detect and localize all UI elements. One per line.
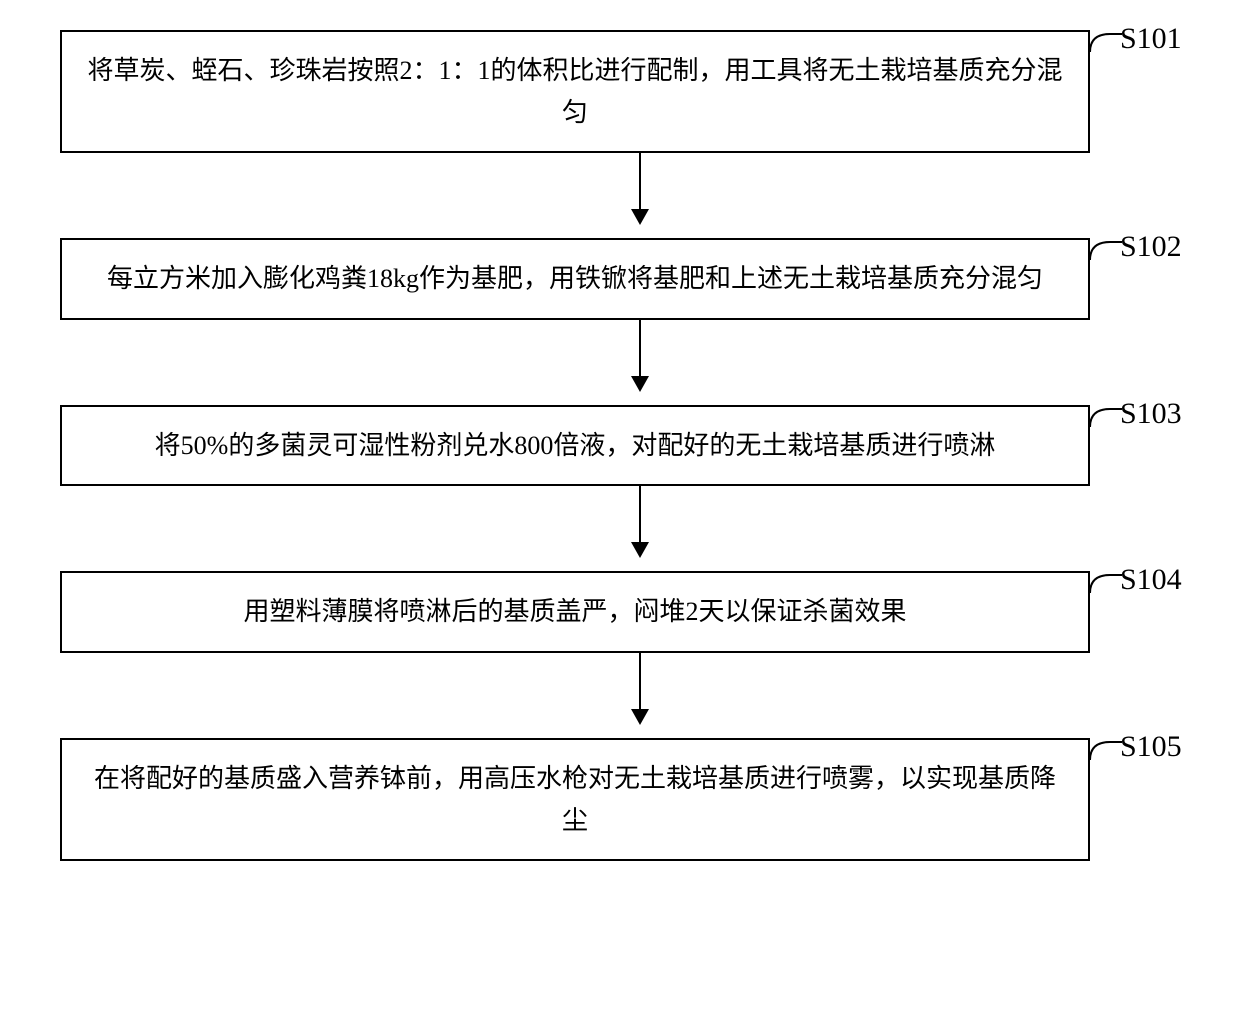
step-row-4: 用塑料薄膜将喷淋后的基质盖严，闷堆2天以保证杀菌效果 S104: [20, 571, 1220, 653]
step-box-1: 将草炭、蛭石、珍珠岩按照2：1：1的体积比进行配制，用工具将无土栽培基质充分混匀: [60, 30, 1090, 153]
step-label: S103: [1120, 397, 1182, 431]
step-text: 将50%的多菌灵可湿性粉剂兑水800倍液，对配好的无土栽培基质进行喷淋: [155, 425, 996, 467]
arrow-line: [639, 153, 641, 223]
step-text: 将草炭、蛭石、珍珠岩按照2：1：1的体积比进行配制，用工具将无土栽培基质充分混匀: [82, 50, 1068, 133]
step-label: S104: [1120, 563, 1182, 597]
step-box-4: 用塑料薄膜将喷淋后的基质盖严，闷堆2天以保证杀菌效果: [60, 571, 1090, 653]
step-row-2: 每立方米加入膨化鸡粪18kg作为基肥，用铁锨将基肥和上述无土栽培基质充分混匀 S…: [20, 238, 1220, 320]
step-text: 用塑料薄膜将喷淋后的基质盖严，闷堆2天以保证杀菌效果: [243, 591, 906, 633]
arrow-1: [125, 153, 1155, 238]
step-row-3: 将50%的多菌灵可湿性粉剂兑水800倍液，对配好的无土栽培基质进行喷淋 S103: [20, 405, 1220, 487]
arrow-2: [125, 320, 1155, 405]
step-box-3: 将50%的多菌灵可湿性粉剂兑水800倍液，对配好的无土栽培基质进行喷淋: [60, 405, 1090, 487]
arrow-head-icon: [631, 376, 649, 392]
arrow-line: [639, 653, 641, 723]
arrow-line: [639, 486, 641, 556]
step-text: 在将配好的基质盛入营养钵前，用高压水枪对无土栽培基质进行喷雾，以实现基质降尘: [82, 758, 1068, 841]
arrow-head-icon: [631, 209, 649, 225]
step-label: S102: [1120, 230, 1182, 264]
step-box-2: 每立方米加入膨化鸡粪18kg作为基肥，用铁锨将基肥和上述无土栽培基质充分混匀: [60, 238, 1090, 320]
step-box-5: 在将配好的基质盛入营养钵前，用高压水枪对无土栽培基质进行喷雾，以实现基质降尘: [60, 738, 1090, 861]
arrow-4: [125, 653, 1155, 738]
step-text: 每立方米加入膨化鸡粪18kg作为基肥，用铁锨将基肥和上述无土栽培基质充分混匀: [107, 258, 1043, 300]
step-row-1: 将草炭、蛭石、珍珠岩按照2：1：1的体积比进行配制，用工具将无土栽培基质充分混匀…: [20, 30, 1220, 153]
flowchart-container: 将草炭、蛭石、珍珠岩按照2：1：1的体积比进行配制，用工具将无土栽培基质充分混匀…: [20, 20, 1220, 861]
step-label: S101: [1120, 22, 1182, 56]
step-label: S105: [1120, 730, 1182, 764]
arrow-head-icon: [631, 709, 649, 725]
arrow-3: [125, 486, 1155, 571]
step-row-5: 在将配好的基质盛入营养钵前，用高压水枪对无土栽培基质进行喷雾，以实现基质降尘 S…: [20, 738, 1220, 861]
arrow-line: [639, 320, 641, 390]
arrow-head-icon: [631, 542, 649, 558]
